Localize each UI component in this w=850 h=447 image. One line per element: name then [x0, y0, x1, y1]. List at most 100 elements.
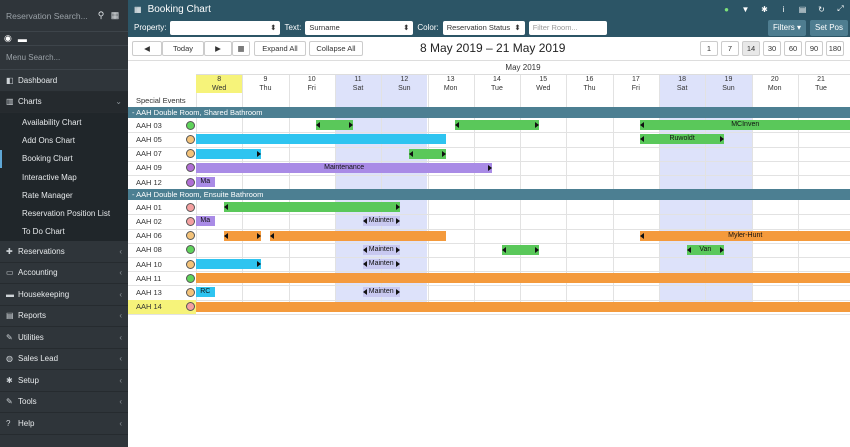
day-header[interactable]: 12 Sun — [381, 75, 427, 93]
booking-bar[interactable]: Mainten — [362, 259, 400, 269]
sidebar-item-accounting[interactable]: ▭ Accounting ‹ — [0, 263, 128, 285]
sidebar-item-help[interactable]: ? Help ‹ — [0, 413, 128, 435]
booking-bar[interactable]: Mainten — [362, 216, 400, 227]
booking-bar[interactable] — [196, 273, 850, 284]
day-header[interactable]: 11 Sat — [335, 75, 381, 93]
booking-bar[interactable] — [196, 301, 850, 312]
room-status-dot[interactable] — [186, 149, 195, 159]
zoom-7-button[interactable]: 7 — [721, 41, 739, 56]
dashboard-tab-icon[interactable]: ◉ — [4, 33, 12, 43]
sidebar-item-reservations[interactable]: ✚ Reservations ‹ — [0, 241, 128, 263]
search-icon[interactable]: ⚲ — [97, 10, 105, 20]
filter-room-input[interactable]: Filter Room... — [528, 20, 607, 35]
room-label[interactable]: AAH 11 — [136, 273, 162, 283]
room-label[interactable]: AAH 01 — [136, 202, 162, 212]
expand-all-button[interactable]: Expand All — [254, 41, 306, 56]
room-status-dot[interactable] — [186, 120, 195, 130]
submenu-item-booking-chart[interactable]: Booking Chart — [0, 149, 128, 168]
day-header[interactable]: 13 Mon — [428, 75, 474, 93]
sidebar-item-charts[interactable]: ▥ Charts ⌄ — [0, 91, 128, 113]
room-label[interactable]: AAH 14 — [136, 302, 162, 312]
room-status-dot[interactable] — [186, 216, 195, 226]
booking-bar[interactable] — [223, 230, 261, 241]
room-status-dot[interactable] — [186, 245, 195, 255]
room-status-dot[interactable] — [186, 231, 195, 241]
booking-bar[interactable] — [196, 259, 261, 269]
sidebar-item-reports[interactable]: ▤ Reports ‹ — [0, 306, 128, 328]
submenu-item-add-ons-chart[interactable]: Add Ons Chart — [22, 135, 75, 145]
room-label[interactable]: AAH 09 — [136, 163, 162, 173]
refresh-icon[interactable]: ↻ — [818, 4, 825, 14]
booking-bar[interactable]: Van — [686, 244, 724, 255]
day-header[interactable]: 21 Tue — [798, 75, 844, 93]
booking-bar[interactable] — [316, 120, 354, 131]
room-status-dot[interactable] — [186, 163, 195, 173]
property-select[interactable]: ⬍ — [170, 20, 281, 35]
sidebar-item-setup[interactable]: ✱ Setup ‹ — [0, 370, 128, 392]
day-header[interactable]: 18 Sat — [659, 75, 705, 93]
room-label[interactable]: AAH 03 — [136, 120, 162, 130]
room-status-dot[interactable] — [186, 177, 195, 187]
day-header[interactable]: 20 Mon — [752, 75, 798, 93]
room-label[interactable]: AAH 05 — [136, 134, 162, 144]
color-select[interactable]: Reservation Status ⬍ — [442, 20, 525, 35]
room-type-header[interactable]: - AAH Double Room, Shared Bathroom — [128, 107, 850, 119]
next-button[interactable]: ▶ — [204, 41, 232, 56]
set-pos-button[interactable]: Set Pos — [809, 19, 848, 36]
room-label[interactable]: AAH 06 — [136, 231, 162, 241]
room-label[interactable]: AAH 13 — [136, 287, 162, 297]
room-label[interactable]: AAH 08 — [136, 245, 162, 255]
submenu-item-availability-chart[interactable]: Availability Chart — [22, 117, 82, 127]
booking-bar[interactable]: Ma — [196, 216, 215, 227]
filter-icon[interactable]: ▼ — [741, 4, 750, 14]
reservation-search-input[interactable]: Reservation Search... — [6, 10, 88, 21]
day-header[interactable]: 19 Sun — [705, 75, 751, 93]
submenu-item-reservation-position-list[interactable]: Reservation Position List — [22, 209, 111, 219]
bed-tab-icon[interactable]: ▬ — [17, 33, 27, 44]
prev-button[interactable]: ◀ — [132, 41, 162, 56]
print-icon[interactable]: ▤ — [798, 4, 807, 14]
sidebar-item-dashboard[interactable]: ◧ Dashboard — [0, 70, 128, 92]
booking-bar[interactable] — [455, 120, 539, 131]
sidebar-item-sales-lead[interactable]: ◍ Sales Lead ‹ — [0, 349, 128, 371]
booking-bar[interactable]: Ruwoldt — [640, 134, 724, 145]
zoom-180-button[interactable]: 180 — [826, 41, 844, 56]
gear-icon[interactable]: ✱ — [761, 4, 768, 14]
room-status-dot[interactable] — [186, 134, 195, 144]
sidebar-item-housekeeping[interactable]: ▬ Housekeeping ‹ — [0, 284, 128, 306]
collapse-all-button[interactable]: Collapse All — [309, 41, 363, 56]
booking-bar[interactable]: Maintenance — [196, 162, 493, 173]
day-header[interactable]: 16 Thu — [566, 75, 612, 93]
calendar-picker-button[interactable]: ▦ — [232, 41, 250, 56]
room-label[interactable]: AAH 02 — [136, 216, 162, 226]
booking-bar[interactable] — [270, 230, 447, 241]
submenu-item-interactive-map[interactable]: Interactive Map — [22, 172, 77, 182]
day-header[interactable]: 10 Fri — [289, 75, 335, 93]
room-label[interactable]: AAH 10 — [136, 259, 162, 269]
room-status-dot[interactable] — [186, 302, 195, 312]
booking-bar[interactable] — [196, 148, 261, 159]
info-icon[interactable]: i — [782, 4, 785, 14]
sidebar-item-utilities[interactable]: ✎ Utilities ‹ — [0, 327, 128, 349]
room-label[interactable]: AAH 07 — [136, 149, 162, 159]
booking-bar[interactable] — [408, 148, 446, 159]
room-status-dot[interactable] — [186, 259, 195, 269]
room-status-dot[interactable] — [186, 202, 195, 212]
menu-search-input[interactable]: Menu Search... — [0, 46, 128, 70]
today-button[interactable]: Today — [162, 41, 204, 56]
zoom-90-button[interactable]: 90 — [805, 41, 823, 56]
day-header[interactable]: 14 Tue — [474, 75, 520, 93]
filters-button[interactable]: Filters ▾ — [767, 19, 806, 36]
booking-bar[interactable] — [196, 134, 447, 145]
fullscreen-icon[interactable]: ⤢ — [837, 4, 844, 13]
sidebar-item-tools[interactable]: ✎ Tools ‹ — [0, 392, 128, 414]
booking-bar[interactable]: RC — [196, 287, 215, 298]
day-header[interactable]: 8 Wed — [196, 75, 243, 93]
booking-bar[interactable] — [223, 202, 400, 213]
zoom-14-button[interactable]: 14 — [742, 41, 760, 56]
booking-bar[interactable]: Mainten — [362, 244, 400, 255]
zoom-60-button[interactable]: 60 — [784, 41, 802, 56]
day-header[interactable]: 15 Wed — [520, 75, 566, 93]
room-label[interactable]: AAH 12 — [136, 177, 162, 187]
zoom-30-button[interactable]: 30 — [763, 41, 781, 56]
